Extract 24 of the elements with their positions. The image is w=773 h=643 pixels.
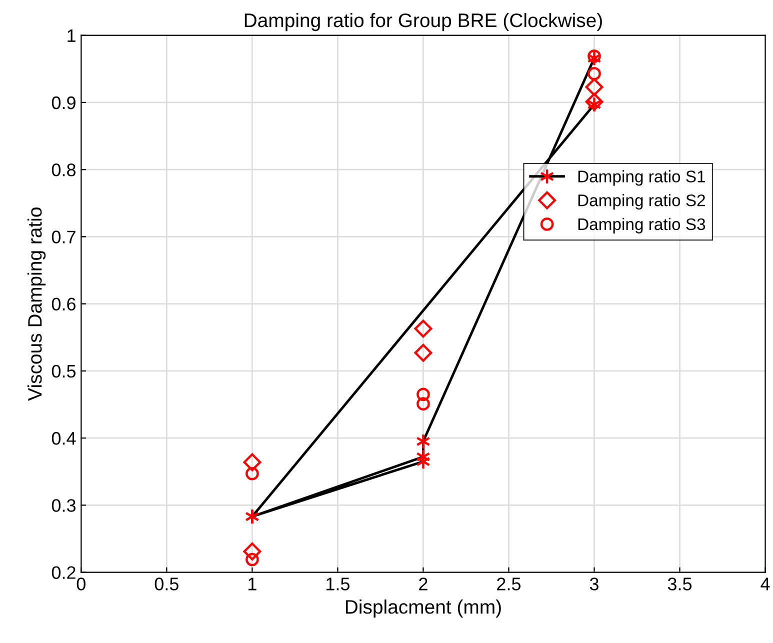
x-tick-label: 3 bbox=[590, 578, 598, 590]
x-tick-label: 1.5 bbox=[326, 578, 350, 590]
y-tick-label: 0.8 bbox=[52, 164, 76, 176]
y-tick-label: 0.4 bbox=[52, 432, 76, 445]
y-tick-label: 0.5 bbox=[52, 364, 76, 378]
y-tick-label: 0.6 bbox=[52, 298, 76, 311]
x-tick-label: 4 bbox=[760, 578, 770, 590]
x-tick-label: 3.5 bbox=[668, 578, 692, 590]
x-tick-label: 2 bbox=[419, 578, 428, 590]
x-tick-label: 0.5 bbox=[154, 578, 178, 590]
chart-title: Damping ratio for Group BRE (Clockwise) bbox=[244, 12, 602, 32]
y-tick-label: 0.2 bbox=[52, 566, 76, 579]
legend-label: Damping ratio S3 bbox=[578, 218, 706, 234]
x-tick-label: 2.5 bbox=[497, 578, 521, 590]
y-tick-label: 1 bbox=[68, 29, 76, 42]
x-tick-label: 1 bbox=[248, 578, 256, 590]
y-tick-label: 0.7 bbox=[52, 230, 76, 244]
legend-label: Damping ratio S1 bbox=[578, 170, 705, 186]
legend-label: Damping ratio S2 bbox=[578, 194, 705, 210]
y-tick-label: 0.3 bbox=[52, 499, 76, 512]
x-tick-label: 0 bbox=[76, 578, 86, 590]
x-axis-title: Displacment (mm) bbox=[346, 600, 501, 618]
y-tick-label: 0.9 bbox=[52, 96, 76, 110]
y-axis-title: Viscous Damping ratio bbox=[28, 208, 46, 401]
